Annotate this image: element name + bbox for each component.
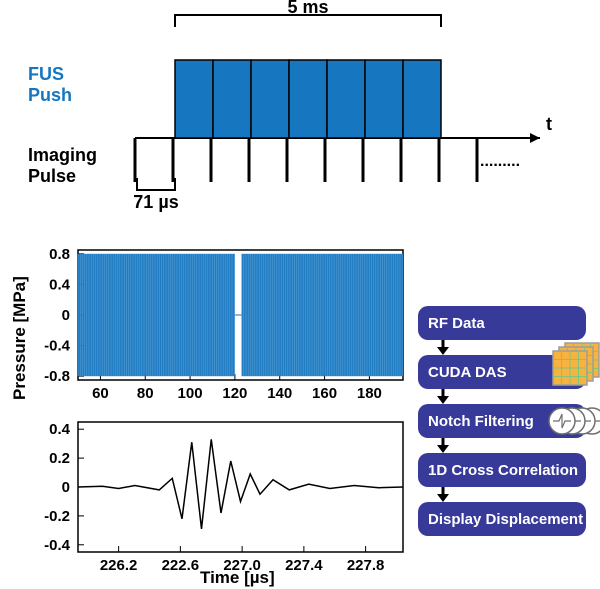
svg-text:226.2: 226.2 [100,557,138,574]
svg-text:100: 100 [178,385,203,402]
svg-text:160: 160 [312,385,337,402]
svg-text:0: 0 [62,307,70,324]
svg-text:CUDA DAS: CUDA DAS [428,364,507,381]
svg-text:t: t [546,114,552,134]
svg-text:.........: ......... [480,153,520,170]
imaging-label: Imaging Pulse [28,145,97,187]
svg-text:0.4: 0.4 [49,276,71,293]
svg-text:-0.4: -0.4 [44,338,71,355]
plot-wavelet: -0.4-0.200.20.4226.2222.6227.0227.4227.8 [28,420,413,580]
svg-text:0.4: 0.4 [49,421,71,438]
svg-text:RF Data: RF Data [428,315,485,332]
fus-label: FUS Push [28,64,72,106]
svg-text:5 ms: 5 ms [287,0,328,17]
svg-text:120: 120 [222,385,247,402]
svg-text:222.6: 222.6 [162,557,200,574]
svg-text:0.2: 0.2 [49,450,70,467]
svg-text:227.8: 227.8 [347,557,385,574]
svg-text:-0.2: -0.2 [44,508,70,525]
xlabel: Time [µs] [200,568,275,588]
svg-text:71 µs: 71 µs [133,192,178,212]
flowchart: RF Data CUDA DAS Notch Filtering 1D Cross C… [418,306,600,586]
plot-rf-bursts: -0.8 -0.4 0 0.4 0.8 60 80 100 120 140 160 180 [28,248,413,408]
timing-diagram: 5 ms t......... 71 µs [0,0,600,230]
svg-text:60: 60 [92,385,109,402]
svg-text:140: 140 [267,385,292,402]
svg-text:-0.4: -0.4 [44,537,71,554]
svg-text:1D Cross Correlation: 1D Cross Correlation [428,462,578,479]
svg-text:0.8: 0.8 [49,248,70,263]
svg-text:Display Displacement: Display Displacement [428,511,583,528]
svg-text:-0.8: -0.8 [44,368,70,385]
ylabel: Pressure [MPa] [10,276,30,400]
svg-text:180: 180 [357,385,382,402]
svg-text:Notch Filtering: Notch Filtering [428,413,534,430]
svg-text:80: 80 [137,385,154,402]
svg-text:227.4: 227.4 [285,557,323,574]
svg-text:0: 0 [62,479,70,496]
